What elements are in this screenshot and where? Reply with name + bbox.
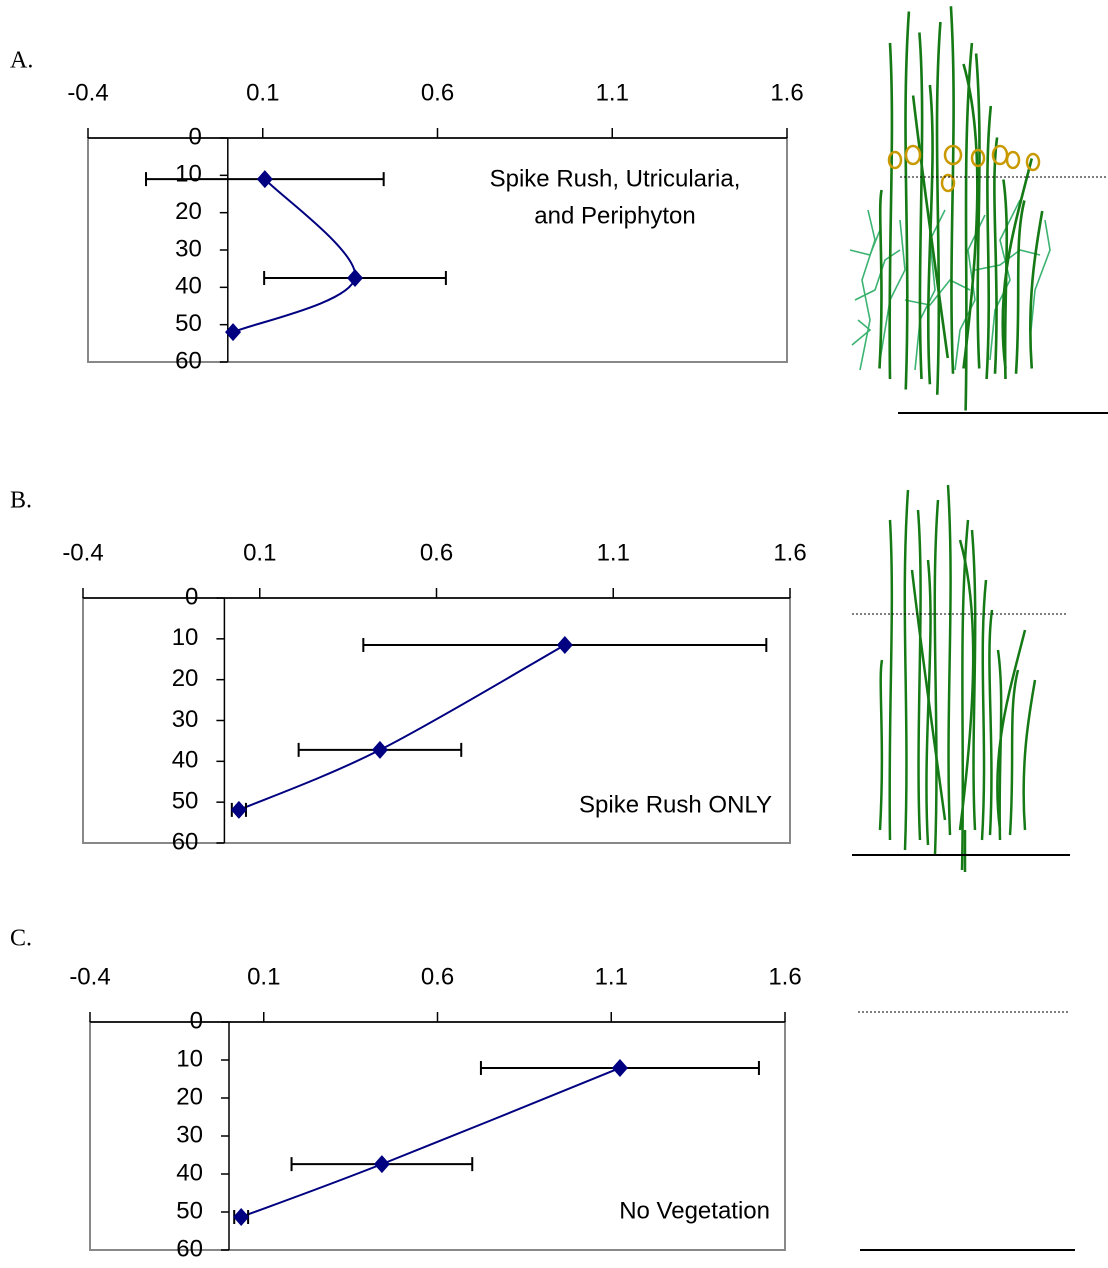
annotation: Spike Rush, Utricularia,: [490, 165, 741, 192]
y-tick-label: 20: [176, 1083, 203, 1110]
data-point: [556, 635, 573, 654]
y-tick-label: 50: [175, 310, 202, 337]
data-point: [611, 1058, 628, 1077]
x-tick-label: -0.4: [67, 79, 108, 106]
spike-rush: [878, 4, 1044, 412]
y-tick-label: 60: [172, 828, 199, 855]
periphyton: [887, 144, 1041, 193]
x-tick-label: 0.1: [246, 79, 279, 106]
panel-label: B.: [10, 488, 32, 514]
x-tick-label: -0.4: [62, 539, 103, 566]
y-tick-label: 60: [176, 1235, 203, 1262]
x-tick-label: 1.1: [597, 539, 630, 566]
data-point: [225, 323, 242, 342]
data-point: [256, 170, 273, 189]
data-line: [238, 644, 566, 811]
x-tick-label: 0.1: [243, 539, 276, 566]
y-tick-label: 30: [172, 706, 199, 733]
y-tick-label: 0: [190, 1007, 203, 1034]
y-tick-label: 40: [176, 1159, 203, 1186]
y-tick-label: 30: [176, 1121, 203, 1148]
annotation: Spike Rush ONLY: [579, 791, 772, 818]
x-tick-label: 1.1: [595, 963, 628, 990]
data-line: [232, 178, 357, 334]
x-tick-label: 1.1: [596, 79, 629, 106]
x-tick-label: 0.6: [420, 539, 453, 566]
x-tick-label: 1.6: [768, 963, 801, 990]
x-tick-label: 0.6: [421, 79, 454, 106]
spike-rush: [878, 483, 1037, 872]
y-tick-label: 20: [175, 198, 202, 225]
data-point: [230, 800, 247, 819]
annotation: No Vegetation: [619, 1197, 770, 1224]
y-tick-label: 40: [175, 273, 202, 300]
panel-label: A.: [10, 48, 33, 74]
x-tick-label: 0.1: [247, 963, 280, 990]
y-tick-label: 40: [172, 747, 199, 774]
data-point: [233, 1207, 250, 1226]
x-tick-label: 0.6: [421, 963, 454, 990]
x-tick-label: 1.6: [773, 539, 806, 566]
y-tick-label: 0: [188, 123, 201, 150]
y-tick-label: 10: [176, 1045, 203, 1072]
data-point: [347, 269, 364, 287]
y-tick-label: 60: [175, 347, 202, 374]
data-line: [240, 1067, 621, 1218]
y-tick-label: 20: [172, 665, 199, 692]
data-point: [371, 740, 388, 759]
y-tick-label: 10: [175, 161, 202, 188]
data-point: [373, 1155, 390, 1174]
y-tick-label: 30: [175, 235, 202, 262]
panel-label: C.: [10, 926, 32, 952]
y-tick-label: 10: [172, 624, 199, 651]
x-tick-label: 1.6: [770, 79, 803, 106]
y-tick-label: 50: [176, 1197, 203, 1224]
y-tick-label: 0: [185, 583, 198, 610]
y-tick-label: 50: [172, 788, 199, 815]
annotation: and Periphyton: [534, 202, 695, 229]
x-tick-label: -0.4: [69, 963, 110, 990]
